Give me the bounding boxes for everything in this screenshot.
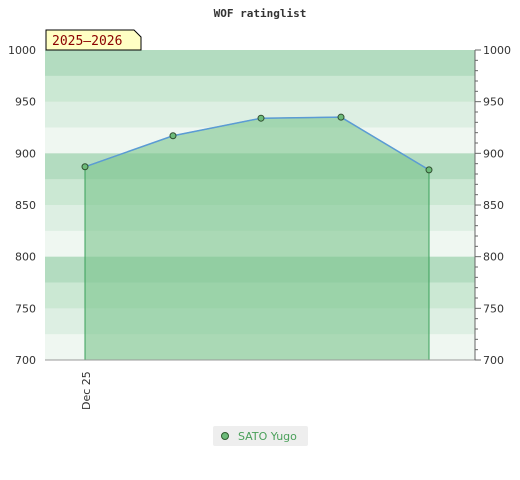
data-point[interactable] (257, 114, 265, 122)
background-band (45, 50, 475, 77)
chart-title: WOF ratinglist (214, 7, 307, 20)
data-point[interactable] (169, 132, 177, 140)
area-layer (84, 116, 430, 361)
y-tick-label-left: 850 (15, 199, 36, 212)
background-band (45, 75, 475, 102)
y-tick-label-left: 700 (15, 354, 36, 367)
y-tick-label-right: 800 (483, 251, 504, 264)
season-badge: 2025–2026 (45, 29, 142, 51)
y-tick-label-right: 900 (483, 147, 504, 160)
y-tick-label-right: 750 (483, 302, 504, 315)
y-tick-label-right: 950 (483, 96, 504, 109)
legend-marker-icon (221, 432, 229, 440)
y-tick-label-right: 1000 (483, 44, 511, 57)
axes: 700 700 750 750 800 800 850 850 900 900 950 950 1000… (8, 44, 511, 410)
y-tick-label-left: 800 (15, 251, 36, 264)
data-point[interactable] (425, 166, 433, 174)
series-area (84, 116, 430, 361)
data-point[interactable] (81, 163, 89, 171)
data-point[interactable] (337, 113, 345, 121)
y-tick-label-left: 1000 (8, 44, 36, 57)
legend-label-series: SATO Yugo (238, 429, 297, 443)
y-tick-label-left: 750 (15, 302, 36, 315)
y-tick-label-left: 950 (15, 96, 36, 109)
y-tick-label-right: 700 (483, 354, 504, 367)
y-tick-label-left: 900 (15, 147, 36, 160)
y-tick-label-right: 850 (483, 199, 504, 212)
x-tick-label: Dec 25 (80, 371, 93, 410)
points-layer (81, 113, 433, 174)
season-badge-label: 2025–2026 (52, 34, 122, 49)
legend[interactable]: SATO Yugo (213, 426, 308, 446)
